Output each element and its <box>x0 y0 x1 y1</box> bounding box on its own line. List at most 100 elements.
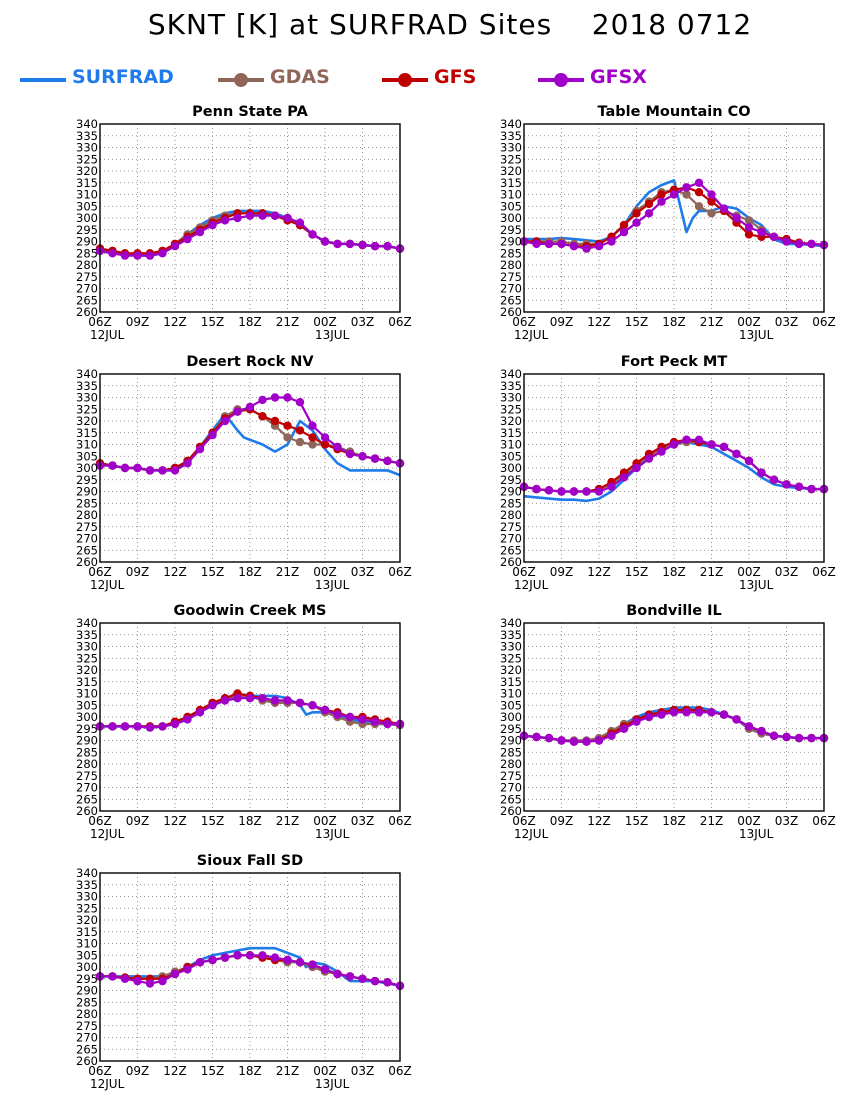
y-tick-label: 340 <box>76 367 98 381</box>
data-point-gfsx <box>245 211 255 220</box>
data-point-gfsx <box>283 955 292 965</box>
y-tick-label: 335 <box>500 628 522 642</box>
data-point-gfsx <box>233 694 242 703</box>
chart-panel: Table Mountain CO 26026527027528028529029… <box>500 104 836 342</box>
x-tick-label: 03Z <box>351 1064 375 1078</box>
y-tick-label: 330 <box>76 890 98 904</box>
data-point-gfsx <box>258 951 267 960</box>
chart-panel: Desert Rock NV26026527027528028529029530… <box>76 354 412 592</box>
data-point-gfsx <box>682 435 691 444</box>
x-tick-label: 21Z <box>700 814 724 828</box>
data-point-gfsx <box>732 213 741 223</box>
y-tick-label: 335 <box>76 379 98 393</box>
data-point-gfsx <box>183 715 192 724</box>
x-tick-label: 09Z <box>126 1064 150 1078</box>
y-tick-label: 320 <box>76 414 98 428</box>
data-point-gfsx <box>383 242 392 251</box>
x-tick-label: 18Z <box>662 565 686 579</box>
x-tick-label: 21Z <box>700 565 724 579</box>
y-tick-label: 260 <box>76 1054 98 1068</box>
data-point-gfsx <box>644 712 654 722</box>
y-tick-label: 275 <box>76 520 98 534</box>
x-tick-label: 06Z <box>512 565 536 579</box>
y-tick-label: 310 <box>500 687 522 701</box>
y-tick-label: 285 <box>500 246 522 260</box>
data-point-gfs <box>707 197 716 206</box>
y-tick-label: 320 <box>76 913 98 927</box>
data-point-gfsx <box>333 969 342 979</box>
y-tick-label: 310 <box>76 937 98 951</box>
y-tick-label: 300 <box>500 461 522 475</box>
data-point-gfsx <box>283 213 292 223</box>
x-tick-label: 18Z <box>238 315 262 329</box>
data-point-gfsx <box>258 395 267 405</box>
x-tick-label: 06Z <box>388 814 412 828</box>
x-tick-label: 21Z <box>700 315 724 329</box>
data-point-gfsx <box>270 393 280 402</box>
data-point-gfsx <box>120 463 130 473</box>
data-point-gfsx <box>682 708 691 717</box>
data-point-gfsx <box>333 442 342 452</box>
chart-panel: Fort Peck MT2602652702752802852902953003… <box>500 354 836 592</box>
data-point-gfsx <box>258 694 267 703</box>
y-tick-label: 280 <box>76 1007 98 1021</box>
data-point-gfsx <box>707 708 716 717</box>
y-tick-label: 280 <box>76 508 98 522</box>
y-tick-label: 310 <box>76 188 98 202</box>
x-tick-label: 15Z <box>201 814 225 828</box>
y-tick-label: 270 <box>500 781 522 795</box>
data-point-gfsx <box>757 726 766 736</box>
y-tick-label: 315 <box>500 675 522 689</box>
x-tick-label: 09Z <box>126 814 150 828</box>
y-tick-label: 310 <box>500 188 522 202</box>
data-point-gfsx <box>208 430 217 440</box>
data-point-gfsx <box>370 242 380 251</box>
data-point-gfsx <box>333 710 342 719</box>
data-point-gfsx <box>345 972 355 981</box>
x-tick-label: 06Z <box>388 565 412 579</box>
x-date-label: 12JUL <box>514 827 549 841</box>
data-point-gdas <box>744 216 754 225</box>
plot-frame <box>99 872 401 1062</box>
data-point-gfsx <box>707 190 716 199</box>
data-point-gfsx <box>544 486 554 495</box>
data-point-gfsx <box>358 715 367 724</box>
data-point-gfsx <box>270 953 280 962</box>
y-tick-label: 270 <box>500 282 522 296</box>
data-point-gfsx <box>195 227 205 237</box>
y-tick-label: 325 <box>76 402 98 416</box>
data-point-gfsx <box>707 440 716 449</box>
y-tick-label: 300 <box>76 710 98 724</box>
data-point-gdas <box>308 440 317 449</box>
y-tick-label: 330 <box>500 640 522 654</box>
x-tick-label: 03Z <box>775 565 799 579</box>
x-tick-label: 12Z <box>163 814 187 828</box>
y-tick-label: 265 <box>500 543 522 557</box>
y-tick-label: 300 <box>500 710 522 724</box>
plot-frame <box>523 123 825 313</box>
y-tick-label: 315 <box>500 426 522 440</box>
data-point-gfsx <box>195 445 205 454</box>
data-point-gfsx <box>133 463 142 473</box>
data-point-gfs <box>632 209 641 218</box>
data-point-gfs <box>270 416 280 426</box>
x-tick-label: 18Z <box>238 565 262 579</box>
plot-frame <box>523 373 825 563</box>
y-tick-label: 315 <box>76 925 98 939</box>
data-point-gfs <box>283 421 292 430</box>
legend-label: GFSX <box>590 66 647 88</box>
data-point-gfsx <box>358 974 367 983</box>
x-tick-label: 21Z <box>276 1064 300 1078</box>
data-point-gfsx <box>145 466 155 475</box>
y-tick-label: 260 <box>500 305 522 319</box>
x-tick-label: 03Z <box>351 814 375 828</box>
y-tick-label: 340 <box>500 117 522 131</box>
data-point-gfsx <box>632 218 641 227</box>
data-point-gfsx <box>195 708 205 717</box>
x-tick-label: 15Z <box>201 565 225 579</box>
y-tick-label: 325 <box>500 152 522 166</box>
x-tick-label: 00Z <box>313 1064 337 1078</box>
series-line-gfsx <box>99 214 401 257</box>
y-tick-label: 325 <box>500 651 522 665</box>
x-date-label: 13JUL <box>315 827 350 841</box>
